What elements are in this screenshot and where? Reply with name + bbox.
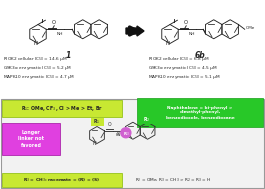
FancyBboxPatch shape bbox=[1, 99, 264, 188]
Text: R$_1$: R$_1$ bbox=[93, 118, 101, 126]
Text: MAPK10 enzymatic IC$_{50}$ = 5.1 μM: MAPK10 enzymatic IC$_{50}$ = 5.1 μM bbox=[148, 73, 220, 81]
Text: N: N bbox=[165, 41, 170, 46]
Text: GSK3α enzymatic IC$_{50}$ = 5.2 μM: GSK3α enzymatic IC$_{50}$ = 5.2 μM bbox=[3, 64, 72, 72]
Text: O: O bbox=[108, 122, 111, 127]
Text: R$_3$: R$_3$ bbox=[123, 130, 129, 138]
FancyBboxPatch shape bbox=[2, 173, 122, 187]
Circle shape bbox=[121, 128, 131, 138]
Text: N: N bbox=[93, 141, 96, 146]
Text: OMe: OMe bbox=[246, 26, 255, 30]
Text: O: O bbox=[52, 20, 56, 25]
Text: N: N bbox=[117, 132, 120, 137]
Text: MAPK10 enzymatic IC$_{50}$ = 4.7 μM: MAPK10 enzymatic IC$_{50}$ = 4.7 μM bbox=[3, 73, 75, 81]
Text: RIOK2 cellular IC$_{50}$ = 14.6 μM: RIOK2 cellular IC$_{50}$ = 14.6 μM bbox=[3, 55, 68, 63]
FancyBboxPatch shape bbox=[140, 116, 153, 124]
FancyBboxPatch shape bbox=[2, 123, 60, 155]
Text: N: N bbox=[33, 41, 38, 46]
FancyBboxPatch shape bbox=[91, 118, 104, 126]
Text: R$_1$: OMe, CF$_3$, Cl > Me > Et, Br: R$_1$: OMe, CF$_3$, Cl > Me > Et, Br bbox=[21, 104, 103, 113]
FancyArrow shape bbox=[126, 26, 144, 36]
Text: O: O bbox=[184, 20, 188, 25]
Text: GSK3α enzymatic IC$_{50}$ = 4.5 μM: GSK3α enzymatic IC$_{50}$ = 4.5 μM bbox=[148, 64, 218, 72]
FancyBboxPatch shape bbox=[137, 98, 263, 127]
Text: H: H bbox=[115, 133, 118, 137]
Text: 6b: 6b bbox=[195, 51, 205, 60]
FancyBboxPatch shape bbox=[2, 100, 122, 117]
Text: R$_3$ = CH$_3$: racemate = (R) = (S): R$_3$ = CH$_3$: racemate = (R) = (S) bbox=[23, 176, 101, 184]
Text: R$_2$: R$_2$ bbox=[143, 115, 150, 124]
Text: Naphthalene = bi-phenyl >
dimethyl-phenyl,
benzodioxole, benzodioxane: Naphthalene = bi-phenyl > dimethyl-pheny… bbox=[166, 106, 234, 119]
Text: RIOK2 cellular IC$_{50}$ = 6.8 μM: RIOK2 cellular IC$_{50}$ = 6.8 μM bbox=[148, 55, 210, 63]
Text: 1: 1 bbox=[66, 51, 71, 60]
Text: NH: NH bbox=[57, 32, 64, 36]
Text: Longer
linker not
favored: Longer linker not favored bbox=[18, 130, 44, 148]
Text: R$_2$ = OMe, R$_3$ = CH$_3$ > R$_2$ = R$_3$ = H: R$_2$ = OMe, R$_3$ = CH$_3$ > R$_2$ = R$… bbox=[135, 176, 211, 184]
Text: NH: NH bbox=[189, 32, 196, 36]
